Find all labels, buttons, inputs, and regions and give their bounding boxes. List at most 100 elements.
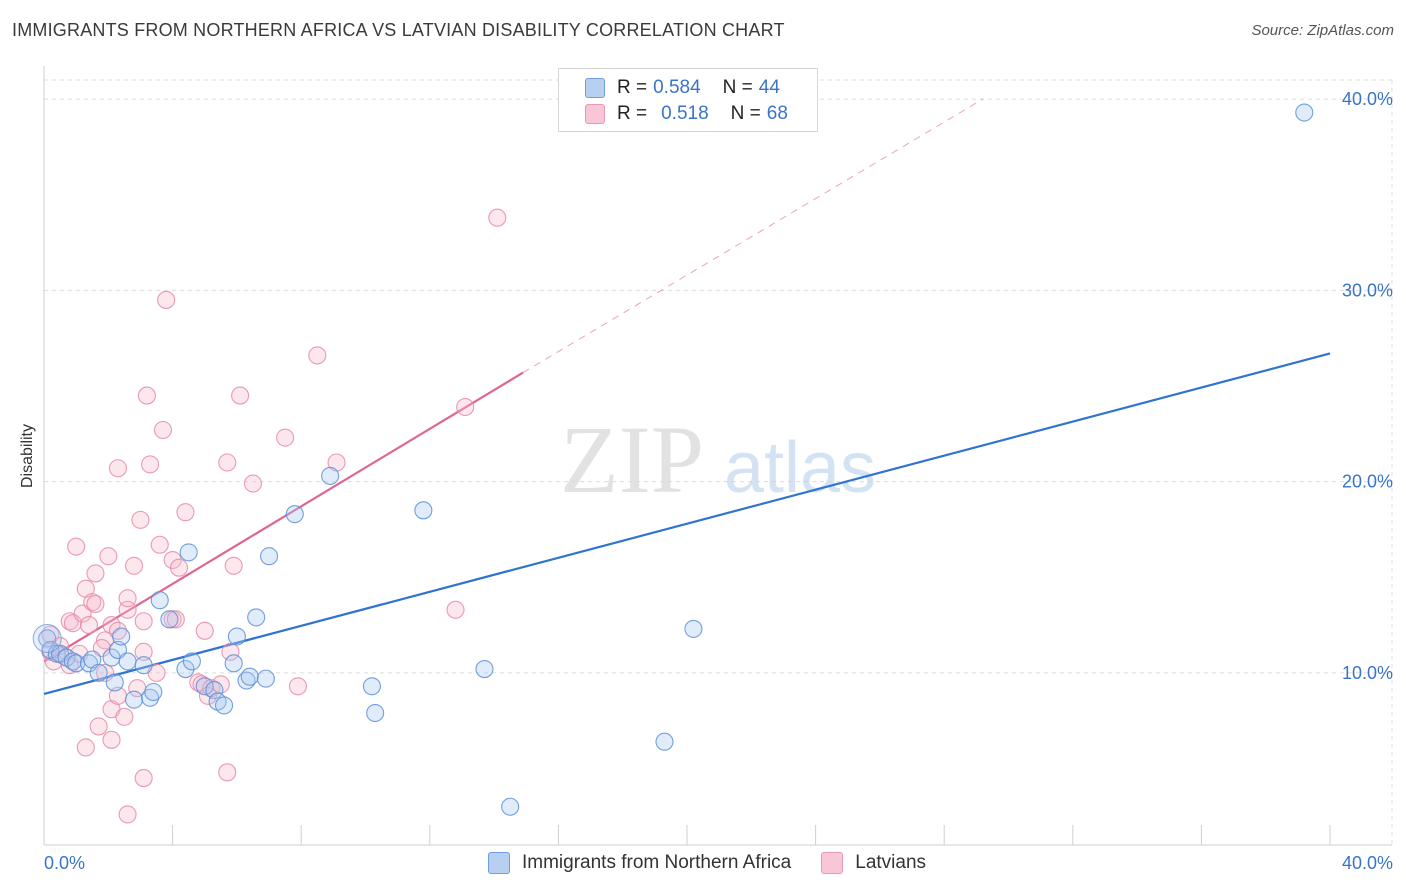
point-latvians <box>118 589 137 608</box>
point-immigrants-northern-africa <box>285 505 304 524</box>
x-tick-label: 40.0% <box>1342 853 1393 873</box>
point-latvians <box>63 614 82 633</box>
y-tick-label: 30.0% <box>1342 280 1393 300</box>
point-latvians <box>141 455 160 474</box>
y-tick-label: 20.0% <box>1342 472 1393 492</box>
point-immigrants-northern-africa <box>195 677 214 696</box>
legend-swatch-pink <box>585 104 605 124</box>
point-latvians <box>221 642 240 661</box>
source-credit: Source: ZipAtlas.com <box>1251 22 1394 39</box>
point-immigrants-northern-africa <box>321 466 340 485</box>
point-immigrants-northern-africa <box>63 652 82 671</box>
bottom-legend-swatch-pink <box>821 852 844 874</box>
axes <box>43 66 1392 846</box>
point-latvians <box>488 208 507 227</box>
point-immigrants-northern-africa <box>38 629 57 648</box>
point-latvians <box>288 677 308 696</box>
point-latvians <box>99 547 118 566</box>
point-latvians <box>137 386 156 405</box>
point-latvians <box>86 594 105 614</box>
point-immigrants-northern-africa <box>362 677 381 696</box>
point-latvians <box>96 663 115 682</box>
point-latvians <box>231 386 250 405</box>
trend-lines <box>43 98 1331 695</box>
chart-title: IMMIGRANTS FROM NORTHERN AFRICA VS LATVI… <box>12 20 785 40</box>
point-immigrants-northern-africa <box>144 682 163 702</box>
point-latvians <box>308 346 327 365</box>
point-latvians <box>150 535 169 554</box>
point-immigrants-northern-africa <box>259 547 279 566</box>
legend-n-value: 68 <box>766 103 788 124</box>
point-latvians <box>157 290 176 309</box>
y-tick-label: 40.0% <box>1342 89 1393 109</box>
point-immigrants-northern-africa <box>160 610 179 629</box>
point-immigrants-northern-africa <box>134 656 153 675</box>
point-immigrants-northern-africa <box>150 591 169 610</box>
point-latvians <box>218 453 237 472</box>
point-latvians <box>134 769 153 788</box>
point-immigrants-northern-africa <box>112 627 131 646</box>
trend-line-latvians <box>43 371 524 663</box>
legend-box: R = 0.584 N = 44 R = 0.518 N = 68 <box>558 68 818 132</box>
point-latvians <box>108 621 127 640</box>
watermark-atlas: atlas <box>724 428 876 508</box>
point-immigrants-northern-africa <box>414 501 433 520</box>
point-latvians <box>89 717 108 736</box>
legend-n-label: N = <box>722 77 753 98</box>
point-immigrants-northern-africa <box>227 627 246 646</box>
point-latvians <box>218 763 237 782</box>
legend-n-label: N = <box>730 103 761 124</box>
point-latvians <box>131 510 150 529</box>
legend-n-value: 44 <box>758 77 780 98</box>
point-latvians <box>169 558 189 577</box>
bottom-legend: Immigrants from Northern Africa Latvians <box>488 852 956 874</box>
point-immigrants-northern-africa <box>214 696 234 715</box>
bottom-legend-item-pink: Latvians <box>821 852 926 874</box>
bottom-legend-label-pink: Latvians <box>855 852 927 873</box>
point-latvians <box>124 556 144 575</box>
legend-r-label: R = <box>617 103 648 124</box>
legend-r-value: 0.584 <box>653 77 701 98</box>
point-immigrants-northern-africa <box>366 703 385 723</box>
point-latvians <box>76 738 95 757</box>
watermark: ZIP atlas <box>560 406 876 513</box>
point-latvians <box>86 564 105 583</box>
watermark-zip: ZIP <box>560 406 704 513</box>
point-latvians <box>166 610 185 629</box>
legend-row-blue: R = 0.584 N = 44 <box>585 77 780 99</box>
point-immigrants-northern-africa <box>179 543 198 562</box>
point-latvians <box>195 621 214 640</box>
tick-labels: 10.0% 20.0% 30.0% 40.0% 0.0% 40.0% <box>44 89 1393 873</box>
point-immigrants-northern-africa <box>205 681 224 700</box>
point-immigrants-northern-africa <box>684 619 703 638</box>
point-immigrants-northern-africa <box>89 663 108 682</box>
data-points <box>32 103 1314 824</box>
point-latvians <box>176 503 195 522</box>
grid-lines <box>44 79 1393 845</box>
point-immigrants-northern-africa <box>1295 103 1314 122</box>
point-immigrants-northern-africa <box>182 652 201 671</box>
legend-r-value: 0.518 <box>661 103 709 124</box>
point-immigrants-northern-africa <box>141 688 160 707</box>
legend-r-label: R = <box>617 77 648 98</box>
bottom-legend-swatch-blue <box>488 852 510 874</box>
point-latvians <box>153 420 173 440</box>
point-immigrants-northern-africa <box>224 654 243 673</box>
point-immigrants-northern-africa <box>118 652 137 671</box>
y-axis-label: Disability <box>19 423 36 489</box>
point-immigrants-northern-africa <box>176 659 195 679</box>
trend-line-latvians-extension <box>522 98 984 374</box>
point-latvians <box>276 428 295 447</box>
point-latvians <box>134 612 153 631</box>
point-latvians <box>83 593 102 612</box>
bottom-legend-item-blue: Immigrants from Northern Africa <box>488 852 791 874</box>
point-latvians <box>67 537 86 556</box>
y-tick-label: 10.0% <box>1342 663 1393 683</box>
point-latvians <box>102 730 121 749</box>
point-immigrants-northern-africa <box>655 732 674 751</box>
point-latvians <box>224 556 243 575</box>
point-immigrants-northern-africa <box>247 608 266 627</box>
point-immigrants-northern-africa <box>124 690 144 709</box>
legend-row-pink: R = 0.518 N = 68 <box>585 103 788 125</box>
